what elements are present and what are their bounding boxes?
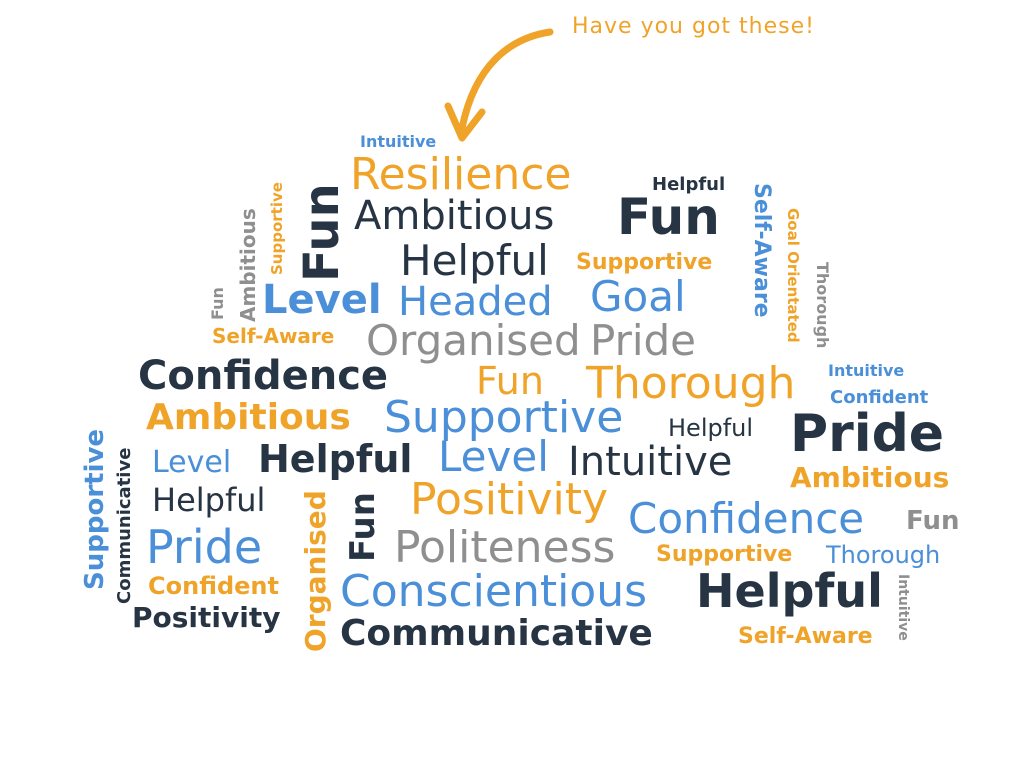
word-intuitive: Intuitive [895, 574, 911, 641]
word-helpful: Helpful [400, 236, 549, 285]
word-resilience: Resilience [350, 149, 572, 200]
word-helpful: Helpful [258, 437, 413, 481]
word-thorough: Thorough [586, 358, 796, 409]
word-helpful: Helpful [696, 564, 883, 618]
word-confidence: Confidence [628, 494, 865, 543]
word-organised: Organised [299, 490, 332, 652]
word-helpful: Helpful [668, 414, 754, 442]
word-pride: Pride [590, 316, 697, 365]
word-fun: Fun [617, 188, 720, 246]
word-level: Level [152, 445, 232, 480]
word-self-aware: Self-Aware [749, 183, 774, 318]
word-intuitive: Intuitive [828, 361, 905, 380]
word-organised: Organised [366, 316, 581, 365]
word-intuitive: Intuitive [360, 132, 437, 151]
word-goal: Goal [590, 272, 686, 321]
word-helpful: Helpful [152, 481, 266, 519]
word-supportive: Supportive [80, 428, 110, 590]
word-positivity: Positivity [132, 601, 281, 634]
word-level: Level [262, 277, 382, 323]
word-fun: Fun [208, 287, 227, 320]
word-fun: Fun [476, 359, 544, 403]
word-supportive: Supportive [656, 542, 793, 567]
word-confidence: Confidence [138, 353, 389, 399]
word-fun: Fun [906, 506, 960, 536]
word-self-aware: Self-Aware [212, 324, 335, 348]
word-fun: Fun [294, 183, 350, 282]
word-pride: Pride [146, 520, 263, 574]
word-ambitious: Ambitious [238, 190, 239, 196]
word-headed: Headed [398, 279, 553, 325]
word-pride: Pride [790, 404, 945, 464]
word-ambitious: Ambitious [146, 397, 351, 438]
word-conscientious: Conscientious [340, 566, 648, 617]
word-goal-orientated: Goal Orientated [784, 208, 802, 343]
word-thorough: Thorough [813, 262, 832, 349]
word-ambitious: Ambitious [354, 193, 555, 239]
word-self-aware: Self-Aware [738, 624, 873, 649]
caption-text: Have you got these! [572, 14, 815, 39]
curved-arrow-icon [444, 28, 554, 142]
word-confident: Confident [830, 387, 929, 408]
word-helpful: Helpful [652, 174, 726, 195]
word-ambitious: Ambitious [236, 208, 260, 322]
word-thorough: Thorough [826, 541, 941, 569]
word-fun: Fun [343, 492, 383, 562]
word-communicative: Communicative [114, 447, 135, 604]
word-supportive: Supportive [576, 250, 713, 275]
word-intuitive: Intuitive [568, 439, 733, 485]
word-confident: Confident [148, 572, 279, 600]
word-supportive: Supportive [384, 392, 624, 443]
word-politeness: Politeness [394, 522, 616, 573]
word-supportive: Supportive [268, 182, 286, 275]
word-positivity: Positivity [410, 474, 609, 525]
word-communicative: Communicative [340, 613, 653, 654]
word-ambitious: Ambitious [790, 461, 950, 494]
word-level: Level [438, 432, 549, 481]
